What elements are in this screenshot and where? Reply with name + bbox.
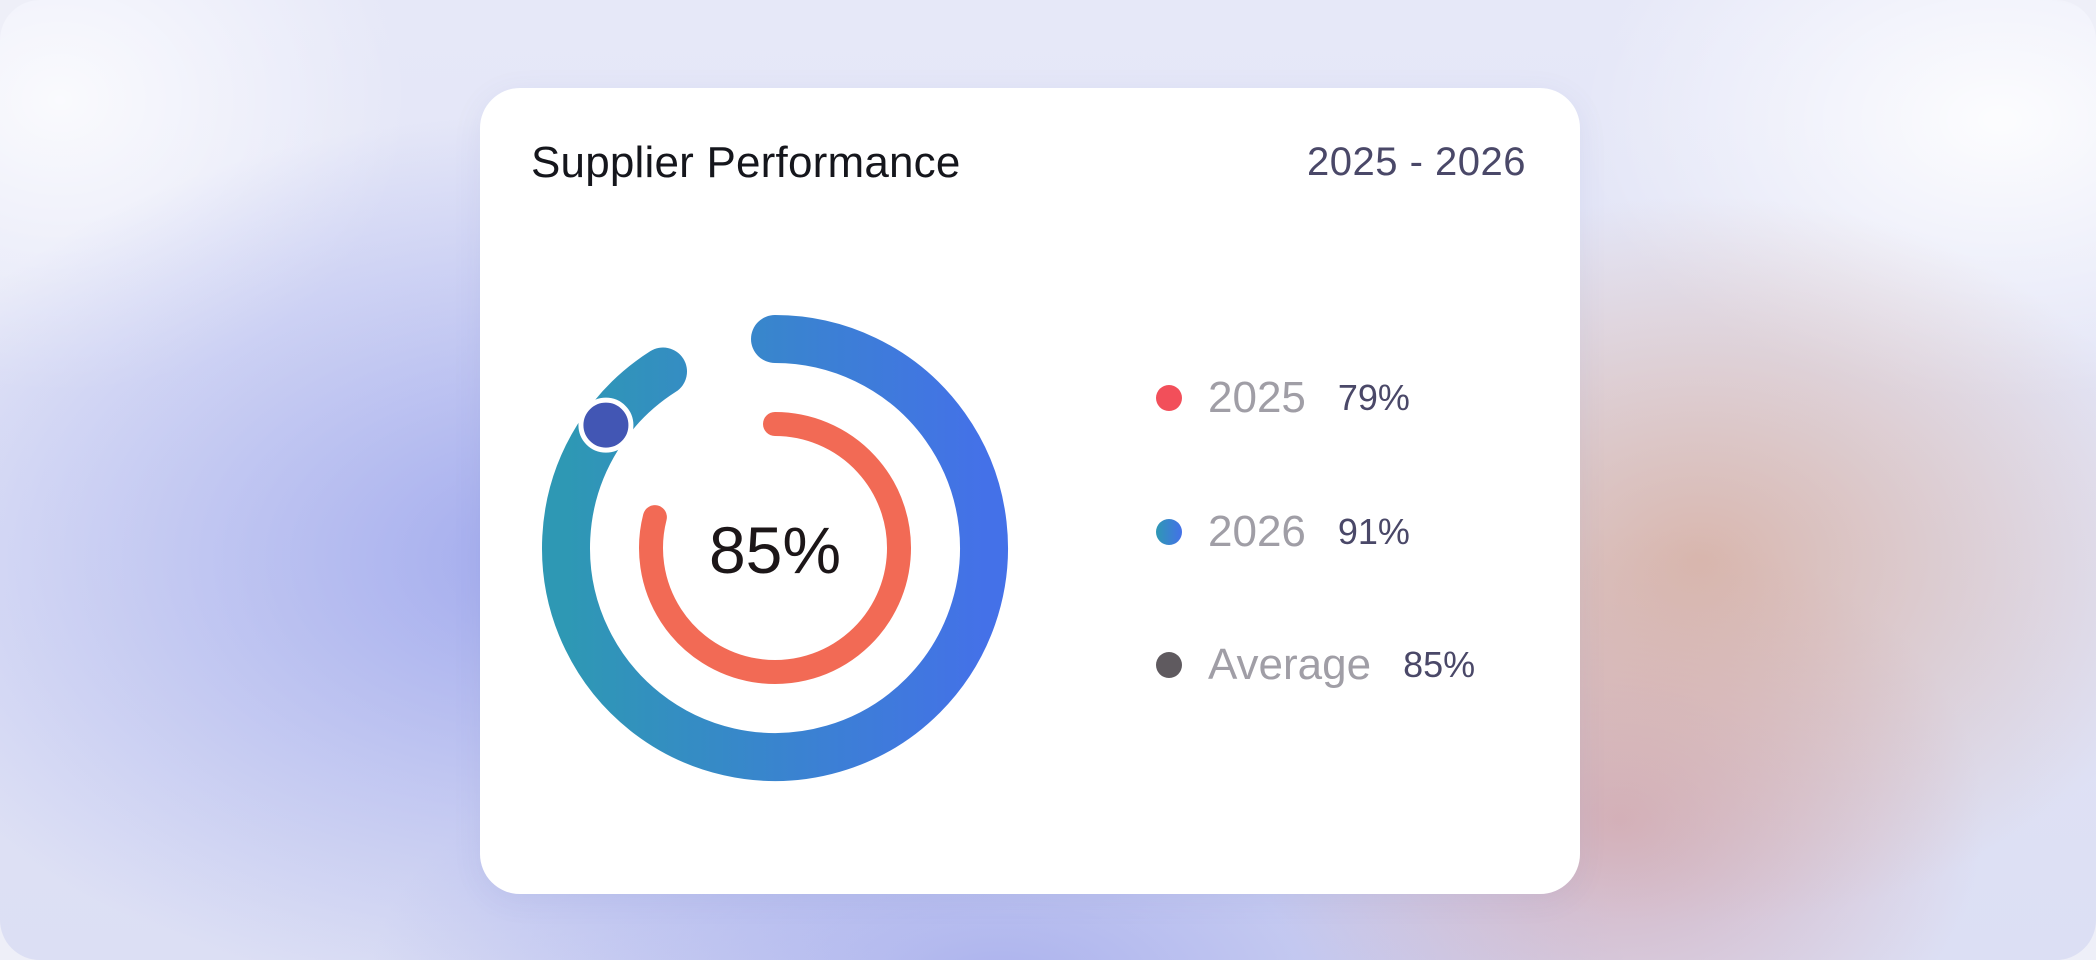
legend-value-2026: 91% (1337, 511, 1410, 552)
center-value: 85% (709, 513, 841, 587)
legend-value-average: 85% (1403, 644, 1476, 685)
card-title: Supplier Performance (531, 138, 961, 187)
legend-dot-average (1156, 652, 1182, 678)
legend-value-2025: 79% (1337, 377, 1410, 418)
legend-label-average: Average (1208, 640, 1372, 689)
year-range-selector[interactable]: 2025 - 2026 (1306, 140, 1526, 184)
arc-2026 (542, 315, 1008, 781)
legend-dot-2026 (1156, 519, 1182, 545)
legend-label-2026: 2026 (1208, 507, 1306, 556)
legend-item-average[interactable]: Average 85% (1156, 635, 1556, 695)
arc-2025 (639, 412, 911, 684)
legend-item-2025[interactable]: 2025 79% (1156, 368, 1556, 428)
legend-item-2026[interactable]: 2026 91% (1156, 502, 1556, 562)
legend-label-2025: 2025 (1208, 373, 1306, 422)
average-marker[interactable] (578, 397, 634, 453)
radial-progress-chart: 85% (542, 315, 1008, 781)
legend-dot-2025 (1156, 385, 1182, 411)
supplier-performance-card: Supplier Performance 2025 - 2026 85% 202… (480, 88, 1580, 894)
